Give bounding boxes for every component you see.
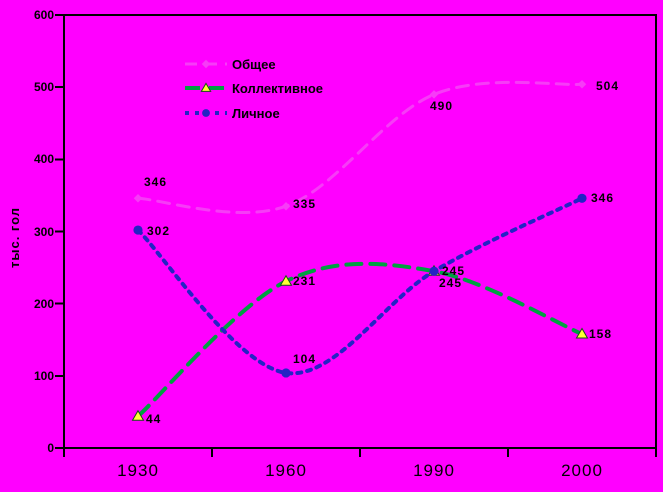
diamond-marker-icon [429, 90, 439, 99]
legend-item-lichnoe: Личное [184, 105, 280, 121]
triangle-marker-icon [575, 327, 589, 339]
data-label: 158 [589, 326, 613, 341]
y-tick-label: 500 [33, 80, 54, 95]
data-label: 104 [293, 351, 317, 366]
legend-line-sample-icon [185, 59, 227, 69]
triangle-marker-icon [200, 82, 212, 92]
y-tick-label: 400 [33, 152, 54, 167]
diamond-marker-icon [577, 80, 587, 89]
y-tick-label: 0 [47, 441, 54, 455]
diamond-marker-icon [201, 59, 211, 69]
data-label: 335 [293, 197, 317, 212]
legend-label: Личное [232, 105, 280, 121]
series-line-1 [136, 261, 584, 419]
legend-line-sample-icon [185, 109, 227, 117]
legend-line-sample-icon [185, 82, 227, 92]
series-line-2 [136, 196, 584, 376]
y-tick-label: 600 [33, 8, 54, 22]
y-tick-label: 100 [33, 368, 54, 383]
triangle-marker-icon [279, 274, 293, 286]
data-label: 302 [147, 224, 171, 239]
diamond-marker-icon [281, 201, 291, 211]
data-label: 504 [596, 79, 620, 94]
series-line-0 [136, 80, 584, 214]
data-label: 346 [591, 191, 615, 206]
x-category-label: 2000 [561, 461, 603, 480]
legend-label: Общее [232, 56, 276, 72]
y-tick-label: 300 [33, 224, 54, 239]
data-label: 346 [144, 175, 168, 190]
data-label: 231 [293, 274, 317, 289]
circle-marker-icon [133, 225, 143, 235]
circle-marker-icon [202, 109, 210, 117]
triangle-marker-icon [131, 409, 145, 421]
data-label: 245 [442, 264, 466, 279]
y-tick-label: 200 [33, 296, 54, 311]
circle-marker-icon [429, 266, 439, 276]
x-category-label: 1960 [265, 461, 307, 480]
legend-label: Коллективное [232, 80, 324, 96]
x-category-label: 1990 [413, 461, 455, 480]
circle-marker-icon [577, 193, 587, 203]
data-label: 490 [430, 99, 454, 114]
legend-item-kollektivnoe: Коллективное [184, 80, 324, 96]
data-label: 44 [146, 412, 162, 427]
data-label: 245 [439, 276, 463, 291]
x-category-label: 1930 [117, 461, 159, 480]
diamond-marker-icon [133, 194, 143, 203]
legend-item-obshchee: Общее [184, 56, 276, 72]
circle-marker-icon [281, 368, 291, 378]
